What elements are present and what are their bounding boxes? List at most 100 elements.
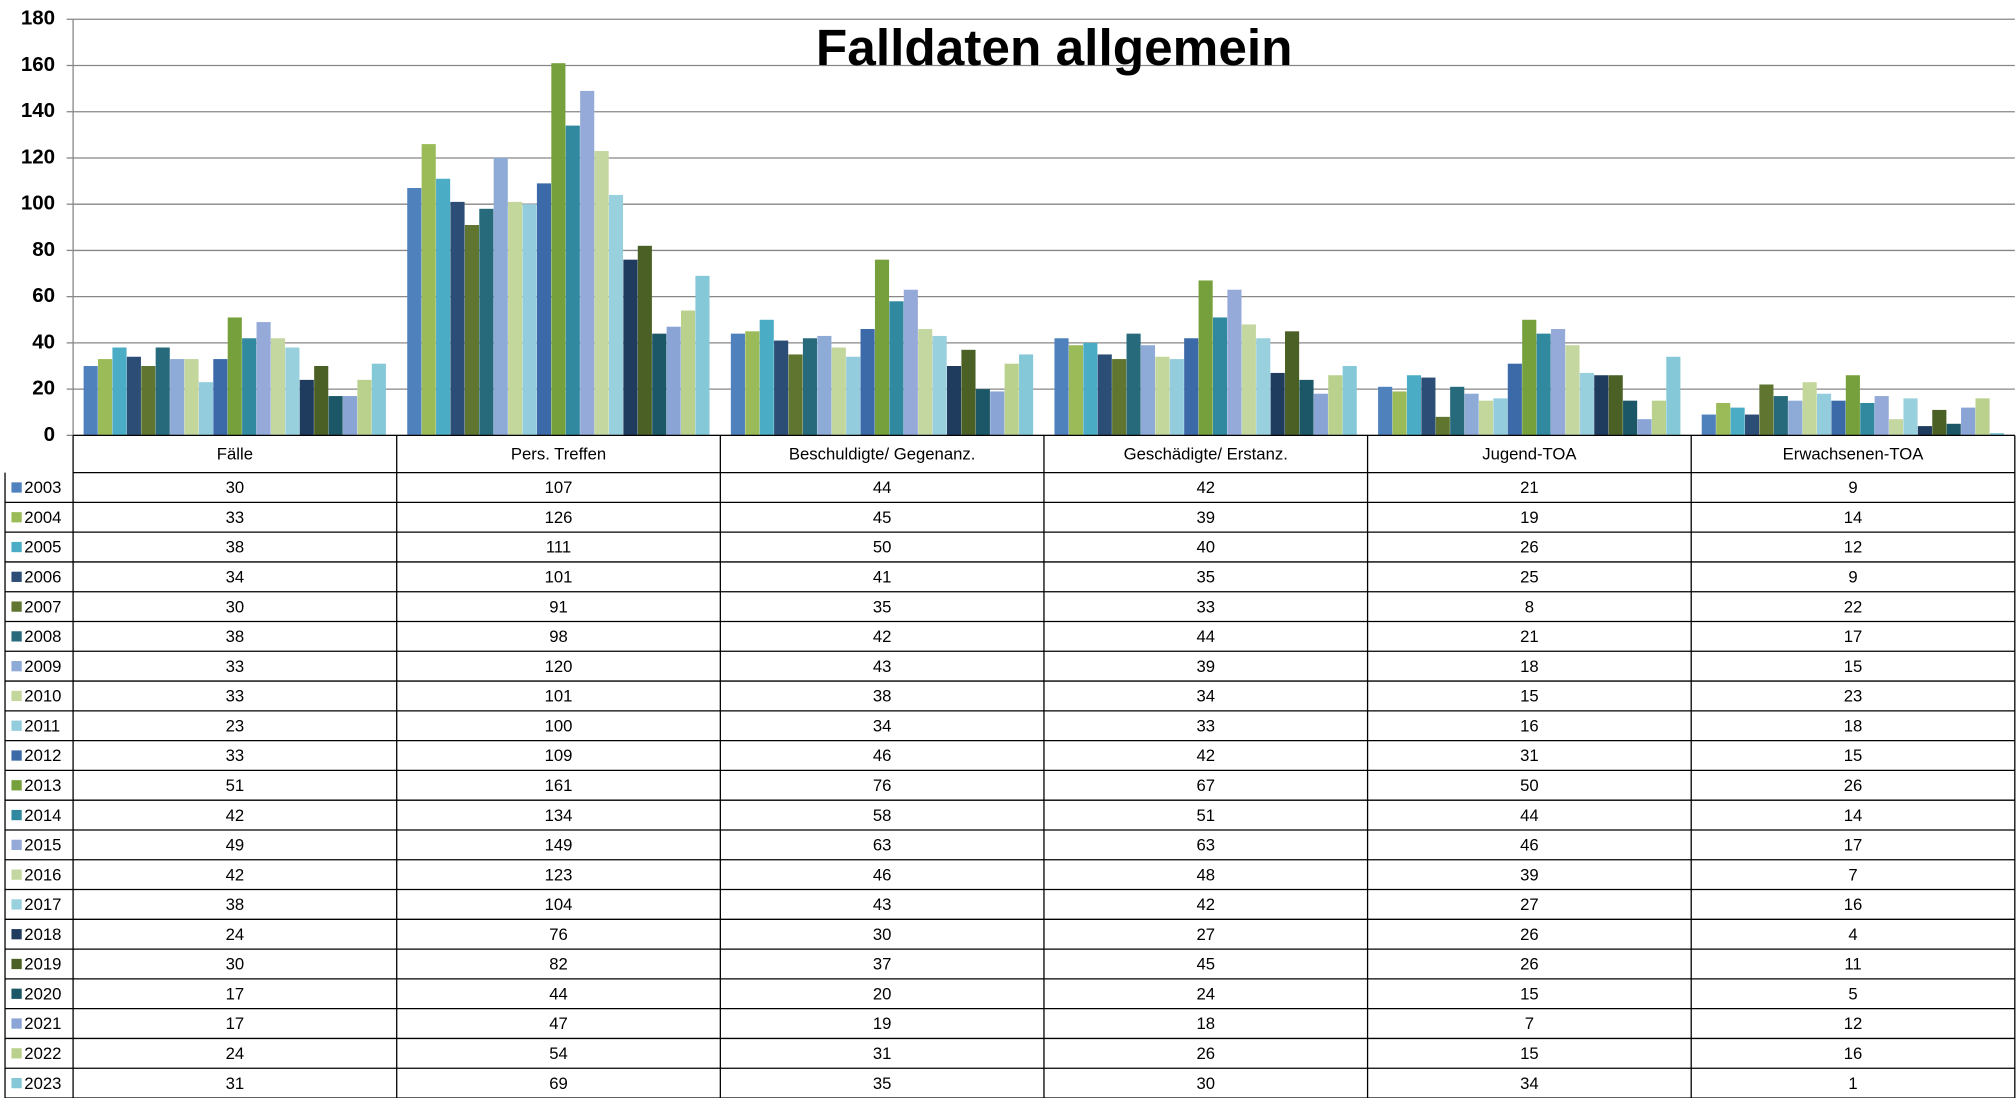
bar: [1406, 375, 1422, 436]
table-cell: 14: [1844, 806, 1863, 825]
bar: [1594, 375, 1609, 436]
table-cell: 76: [873, 776, 892, 795]
bar: [1917, 426, 1932, 436]
table-cell: 30: [226, 478, 245, 497]
table-cell: 49: [226, 836, 245, 855]
bar: [314, 366, 329, 436]
table-cell: 30: [226, 955, 245, 974]
legend-label: 2023: [24, 1074, 61, 1093]
bar: [1522, 319, 1537, 436]
bar: [1126, 333, 1141, 436]
bar: [1507, 363, 1522, 436]
table-cell: 33: [1196, 597, 1215, 616]
bar: [98, 359, 113, 436]
table-cell: 67: [1196, 776, 1215, 795]
table-cell: 45: [1196, 955, 1215, 974]
table-cell: 46: [1520, 836, 1539, 855]
bar: [1651, 400, 1666, 436]
y-tick-label: 180: [21, 7, 55, 30]
table-cell: 24: [226, 1044, 245, 1063]
bar: [1816, 393, 1832, 436]
bar: [83, 366, 98, 436]
legend-label: 2012: [24, 746, 61, 765]
table-cell: 43: [873, 657, 892, 676]
table-cell: 51: [1196, 806, 1215, 825]
y-tick-label: 140: [21, 99, 55, 122]
bar: [1378, 386, 1393, 436]
table-cell: 58: [873, 806, 892, 825]
bar: [1666, 356, 1681, 436]
table-cell: 15: [1844, 746, 1863, 765]
table-cell: 24: [226, 925, 245, 944]
legend-label: 2021: [24, 1014, 61, 1033]
table-cell: 17: [1844, 836, 1863, 855]
legend-label: 2014: [24, 806, 61, 825]
bar: [1227, 289, 1242, 436]
bar: [730, 333, 745, 436]
legend-label: 2020: [24, 984, 61, 1003]
bar: [1392, 391, 1407, 436]
table-cell: 42: [1196, 478, 1215, 497]
bar: [637, 245, 652, 436]
bar: [551, 63, 566, 436]
bar: [594, 151, 609, 436]
x-tick-label: Jugend-TOA: [1482, 445, 1577, 464]
legend-label: 2016: [24, 865, 61, 884]
bar: [371, 363, 386, 436]
legend-label: 2008: [24, 627, 61, 646]
table-cell: 42: [1196, 895, 1215, 914]
table-cell: 33: [226, 687, 245, 706]
table-cell: 51: [226, 776, 245, 795]
table-cell: 16: [1844, 895, 1863, 914]
legend-label: 2004: [24, 508, 61, 527]
bar: [421, 144, 436, 436]
table-cell: 38: [226, 895, 245, 914]
bar: [1831, 400, 1846, 436]
bar: [1004, 363, 1019, 436]
bar: [874, 259, 890, 436]
bar: [141, 366, 156, 436]
bar: [1975, 398, 1990, 436]
bar: [1068, 345, 1084, 436]
bar: [536, 183, 552, 436]
table-cell: 14: [1844, 508, 1863, 527]
y-tick-label: 120: [21, 145, 55, 168]
legend-swatch: [11, 601, 22, 612]
y-tick-label: 60: [32, 284, 55, 307]
bar: [946, 366, 962, 436]
legend-label: 2006: [24, 568, 61, 587]
table-cell: 15: [1520, 984, 1539, 1003]
bar: [1493, 398, 1508, 436]
bar: [270, 338, 286, 436]
table-cell: 44: [873, 478, 892, 497]
bar: [1961, 407, 1976, 436]
table-cell: 22: [1844, 597, 1863, 616]
bar: [112, 347, 127, 436]
bar: [508, 201, 523, 436]
bar: [357, 379, 372, 436]
table-cell: 63: [873, 836, 892, 855]
bar: [1889, 419, 1904, 436]
table-cell: 19: [1520, 508, 1539, 527]
bar: [493, 157, 508, 436]
table-cell: 54: [549, 1044, 568, 1063]
table-cell: 21: [1520, 478, 1539, 497]
table-cell: 27: [1520, 895, 1539, 914]
table-cell: 120: [545, 657, 573, 676]
bar: [1579, 372, 1594, 436]
bar: [1845, 375, 1860, 436]
table-cell: 42: [873, 627, 892, 646]
table-cell: 37: [873, 955, 892, 974]
x-tick-label: Erwachsenen-TOA: [1783, 445, 1925, 464]
table-cell: 33: [226, 746, 245, 765]
bar: [450, 201, 465, 436]
bar: [1637, 419, 1652, 436]
bar: [608, 194, 624, 436]
bar: [213, 359, 228, 436]
y-tick-label: 160: [21, 53, 55, 76]
legend-label: 2015: [24, 836, 61, 855]
bar: [1874, 396, 1889, 436]
table-cell: 43: [873, 895, 892, 914]
legend-label: 2022: [24, 1044, 61, 1063]
